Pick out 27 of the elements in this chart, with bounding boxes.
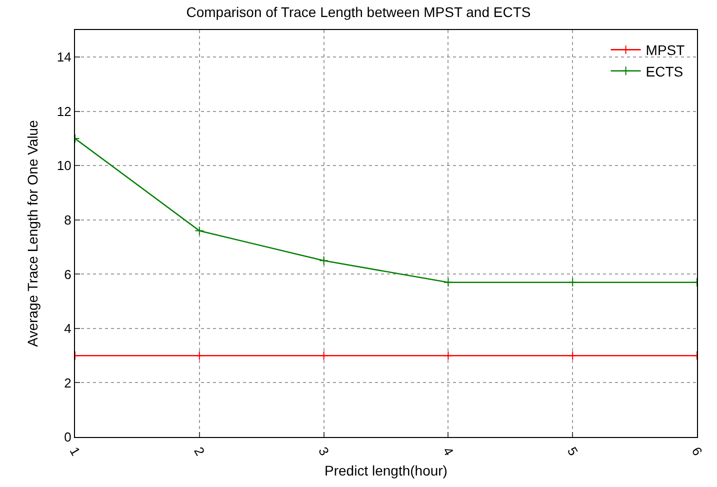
- y-tick-label: 8: [64, 212, 72, 228]
- point: [444, 350, 453, 360]
- y-tick-label: 14: [56, 50, 72, 65]
- y-tick-label: 4: [64, 321, 72, 336]
- legend-label: ECTS: [646, 63, 684, 80]
- x-axis-title: Predict length(hour): [324, 462, 448, 478]
- x-tick-label: 6: [688, 444, 706, 458]
- y-tick-label: 2: [64, 375, 72, 390]
- point: [319, 350, 328, 360]
- x-tick-label: 5: [564, 444, 581, 458]
- y-tick-label: 6: [64, 266, 72, 282]
- x-tick-label: 3: [316, 444, 332, 458]
- legend-label: MPST: [646, 42, 686, 58]
- x-tick-label: 4: [440, 444, 457, 458]
- point: [194, 350, 204, 360]
- point: [568, 278, 578, 288]
- y-axis-title: Average Trace Length for One Value: [24, 120, 41, 347]
- point: [444, 278, 453, 288]
- x-tick-label: 2: [191, 444, 208, 458]
- point: [319, 256, 328, 266]
- chart-title: Comparison of Trace Length between MPST and ECTS: [186, 4, 531, 20]
- point: [194, 226, 204, 236]
- x-tick-label: 1: [66, 444, 84, 458]
- point: [568, 350, 578, 360]
- y-tick-label: 10: [56, 158, 72, 174]
- y-tick-label: 0: [64, 430, 72, 445]
- y-tick-label: 12: [56, 104, 72, 119]
